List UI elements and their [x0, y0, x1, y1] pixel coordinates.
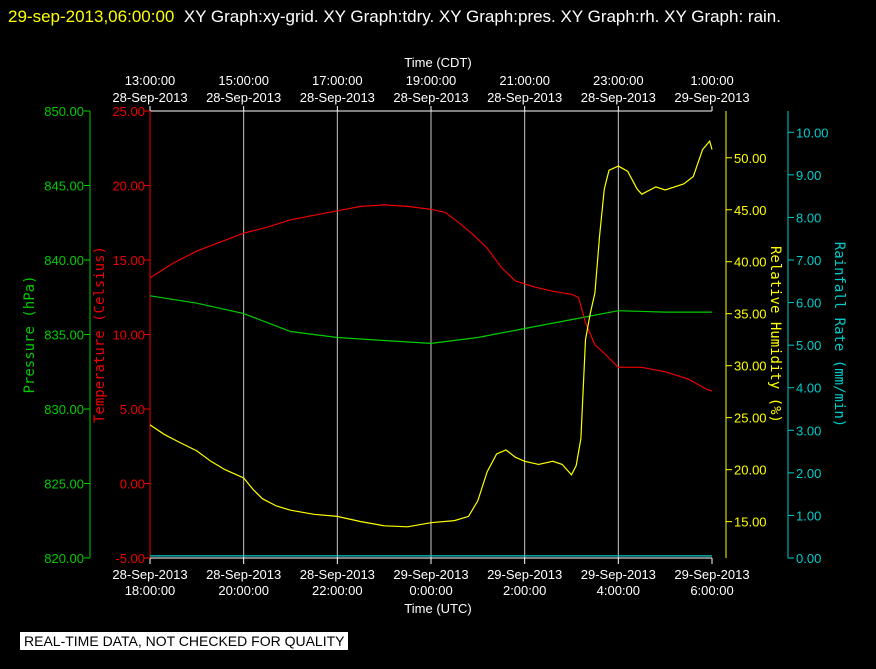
pressure-tick-label: 845.00 [44, 179, 84, 194]
rain-tick-label: 1.00 [796, 508, 821, 523]
temperature-tick-label: 0.00 [120, 477, 145, 492]
temperature-tick-label: 15.00 [112, 253, 145, 268]
x-axis-title: Time (UTC) [404, 601, 471, 616]
x-top-tick-label-time: 13:00:00 [125, 73, 176, 88]
x-tick-label-date: 29-Sep-2013 [393, 567, 468, 582]
rain-tick-label: 4.00 [796, 381, 821, 396]
x-top-tick-label-date: 28-Sep-2013 [581, 90, 656, 105]
humidity-tick-label: 30.00 [734, 359, 767, 374]
x-top-tick-label-date: 28-Sep-2013 [112, 90, 187, 105]
temperature-tick-label: 5.00 [120, 402, 145, 417]
series-tdry [149, 204, 713, 392]
x-tick-label-time: 22:00:00 [312, 583, 363, 598]
pressure-tick-label: 835.00 [44, 328, 84, 343]
pressure-tick-label: 825.00 [44, 477, 84, 492]
rain-tick-label: 3.00 [796, 423, 821, 438]
series-pres [149, 295, 712, 345]
x-tick-label-time: 0:00:00 [409, 583, 452, 598]
humidity-tick-label: 15.00 [734, 515, 767, 530]
humidity-tick-label: 35.00 [734, 307, 767, 322]
x-tick-label-time: 18:00:00 [125, 583, 176, 598]
x-top-tick-label-date: 28-Sep-2013 [206, 90, 281, 105]
rain-tick-label: 7.00 [796, 253, 821, 268]
x-tick-label-date: 29-Sep-2013 [487, 567, 562, 582]
timestamp: 29-sep-2013,06:00:00 [8, 7, 175, 26]
rain-tick-label: 9.00 [796, 168, 821, 183]
series-rh [149, 139, 713, 528]
x-top-tick-label-date: 28-Sep-2013 [300, 90, 375, 105]
x-top-tick-label-time: 17:00:00 [312, 73, 363, 88]
pressure-tick-label: 830.00 [44, 402, 84, 417]
x-tick-label-date: 29-Sep-2013 [581, 567, 656, 582]
humidity-tick-label: 40.00 [734, 255, 767, 270]
x-top-tick-label-time: 21:00:00 [499, 73, 550, 88]
x-top-axis-title: Time (CDT) [404, 55, 471, 70]
x-top-tick-label-time: 23:00:00 [593, 73, 644, 88]
x-top-tick-label-time: 19:00:00 [406, 73, 457, 88]
x-tick-label-time: 2:00:00 [503, 583, 546, 598]
x-top-tick-label-date: 28-Sep-2013 [487, 90, 562, 105]
rain-tick-label: 0.00 [796, 551, 821, 566]
pressure-axis-title: Pressure (hPa) [22, 275, 38, 393]
humidity-axis-title: Relative Humidity (%) [767, 246, 783, 423]
rain-tick-label: 10.00 [796, 125, 829, 140]
x-tick-label-time: 20:00:00 [218, 583, 269, 598]
humidity-tick-label: 25.00 [734, 411, 767, 426]
pressure-tick-label: 850.00 [44, 104, 84, 119]
temperature-tick-label: 10.00 [112, 328, 145, 343]
x-tick-label-time: 6:00:00 [690, 583, 733, 598]
humidity-tick-label: 20.00 [734, 463, 767, 478]
rain-axis-title: Rainfall Rate (mm/min) [831, 242, 847, 427]
x-top-tick-label-time: 1:00:00 [690, 73, 733, 88]
humidity-tick-label: 45.00 [734, 203, 767, 218]
x-tick-label-date: 28-Sep-2013 [300, 567, 375, 582]
pressure-tick-label: 840.00 [44, 253, 84, 268]
temperature-tick-label: 25.00 [112, 104, 145, 119]
x-tick-label-date: 29-Sep-2013 [674, 567, 749, 582]
pressure-tick-label: 820.00 [44, 551, 84, 566]
x-tick-label-date: 28-Sep-2013 [112, 567, 187, 582]
quality-notice: REAL-TIME DATA, NOT CHECKED FOR QUALITY [20, 632, 349, 650]
x-tick-label-time: 4:00:00 [597, 583, 640, 598]
temperature-axis-title: Temperature (Celsius) [92, 246, 108, 423]
rain-tick-label: 5.00 [796, 338, 821, 353]
graph-header: 29-sep-2013,06:00:00 XY Graph:xy-grid. X… [8, 2, 868, 31]
x-tick-label-date: 28-Sep-2013 [206, 567, 281, 582]
temperature-tick-label: -5.00 [115, 551, 145, 566]
temperature-tick-label: 20.00 [112, 179, 145, 194]
rain-tick-label: 8.00 [796, 210, 821, 225]
rain-tick-label: 2.00 [796, 466, 821, 481]
rain-tick-label: 6.00 [796, 296, 821, 311]
x-top-tick-label-time: 15:00:00 [218, 73, 269, 88]
humidity-tick-label: 50.00 [734, 151, 767, 166]
x-top-tick-label-date: 29-Sep-2013 [674, 90, 749, 105]
x-top-tick-label-date: 28-Sep-2013 [393, 90, 468, 105]
graph-list: XY Graph:xy-grid. XY Graph:tdry. XY Grap… [183, 7, 781, 26]
